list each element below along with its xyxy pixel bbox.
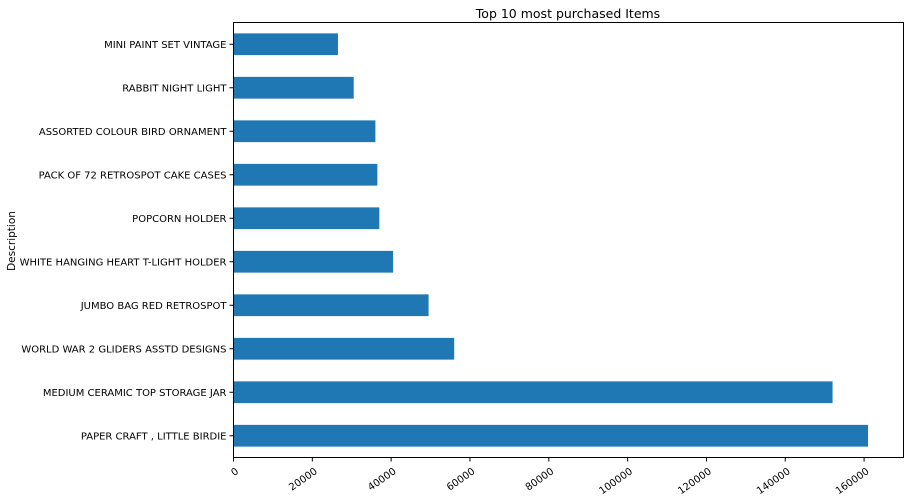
bar	[233, 120, 376, 143]
y-tick-label: MINI PAINT SET VINTAGE	[104, 40, 226, 51]
x-tick-label: 40000	[366, 466, 398, 493]
bar	[233, 294, 429, 317]
y-tick-label: WHITE HANGING HEART T-LIGHT HOLDER	[20, 257, 227, 268]
y-tick-label: PACK OF 72 RETROSPOT CAKE CASES	[39, 170, 227, 181]
bar	[233, 337, 455, 360]
y-tick-label: WORLD WAR 2 GLIDERS ASSTD DESIGNS	[21, 344, 226, 355]
x-tick-label: 80000	[524, 466, 556, 493]
bar	[233, 163, 378, 186]
y-category-labels: PAPER CRAFT , LITTLE BIRDIE MEDIUM CERAMI…	[20, 40, 234, 442]
x-tick-label: 60000	[445, 466, 477, 493]
x-tick-label: 20000	[287, 466, 319, 493]
bar	[233, 424, 869, 447]
bar	[233, 207, 380, 230]
bar	[233, 76, 354, 99]
x-tick-label: 100000	[597, 466, 635, 497]
chart-title: Top 10 most purchased Items	[475, 6, 660, 21]
y-tick-label: PAPER CRAFT , LITTLE BIRDIE	[81, 431, 227, 442]
bars-group	[233, 33, 869, 447]
x-tick-label: 120000	[676, 466, 714, 497]
x-tick-label: 140000	[755, 466, 793, 497]
bar	[233, 250, 394, 273]
x-tick-group: 0 20000 40000 60000 80000 100000 120000 140000 1…	[229, 457, 872, 497]
x-tick-label: 160000	[834, 466, 872, 497]
x-tick-label: 0	[229, 466, 241, 479]
bar	[233, 33, 338, 56]
y-tick-label: POPCORN HOLDER	[132, 214, 226, 225]
plot-frame	[233, 22, 904, 458]
y-tick-label: RABBIT NIGHT LIGHT	[122, 83, 227, 94]
bar	[233, 381, 833, 404]
y-tick-label: JUMBO BAG RED RETROSPOT	[80, 301, 228, 312]
y-tick-label: ASSORTED COLOUR BIRD ORNAMENT	[39, 127, 228, 138]
y-axis-label: Description	[6, 211, 18, 271]
y-tick-label: MEDIUM CERAMIC TOP STORAGE JAR	[43, 388, 227, 399]
